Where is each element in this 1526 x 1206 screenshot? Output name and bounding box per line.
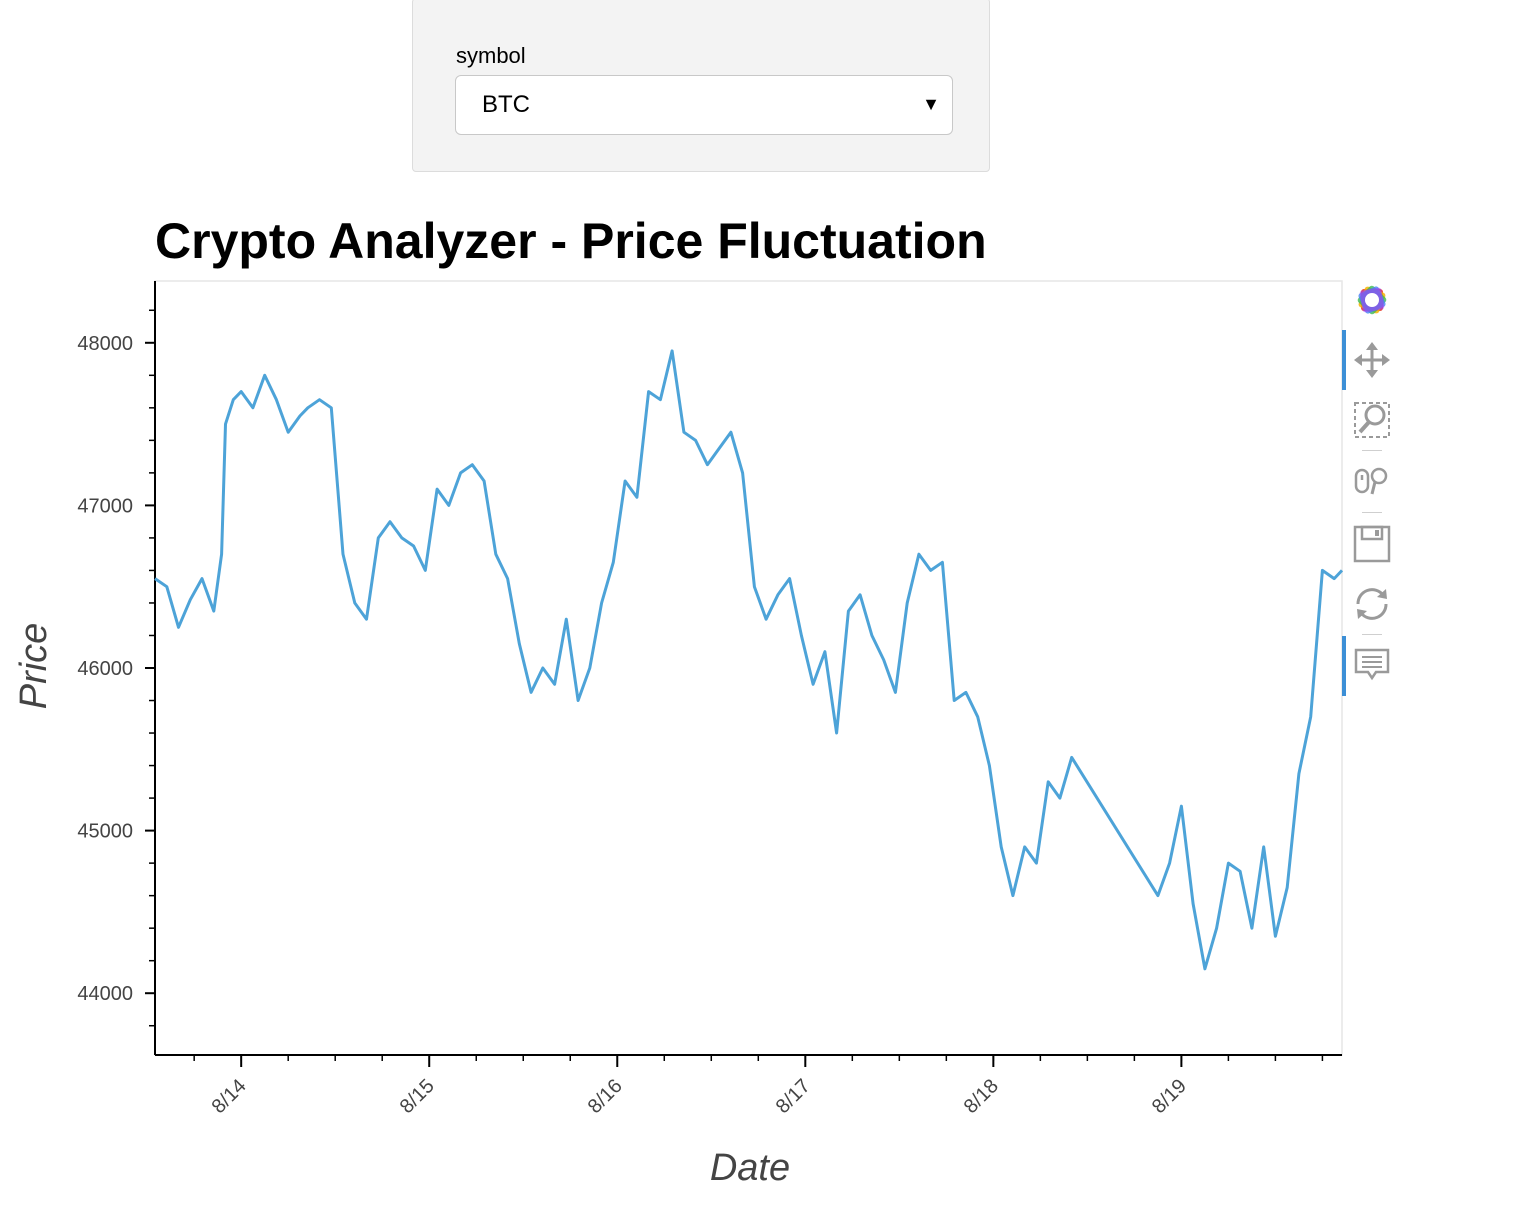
chevron-down-icon: ▼ xyxy=(922,94,940,114)
x-tick-label: 8/16 xyxy=(584,1075,627,1118)
pan-icon[interactable] xyxy=(1352,340,1392,380)
plot-frame xyxy=(154,280,1343,1056)
reset-icon[interactable] xyxy=(1352,584,1392,624)
toolbar-divider xyxy=(1362,634,1382,635)
bokeh-logo-icon[interactable] xyxy=(1352,280,1392,320)
toolbar-divider xyxy=(1362,512,1382,513)
y-tick-label: 47000 xyxy=(77,495,133,517)
toolbar-divider xyxy=(1362,450,1382,451)
symbol-select-value: BTC xyxy=(482,91,530,118)
wheel-zoom-icon[interactable] xyxy=(1352,462,1392,502)
y-tick-label: 44000 xyxy=(77,983,133,1005)
x-tick-label: 8/15 xyxy=(396,1075,439,1118)
hover-icon[interactable] xyxy=(1352,646,1392,686)
save-icon[interactable] xyxy=(1352,524,1392,564)
hover-active-indicator xyxy=(1342,636,1346,696)
symbol-widget: symbol BTC ▼ xyxy=(412,0,990,172)
x-tick-label: 8/19 xyxy=(1148,1075,1191,1118)
x-tick-label: 8/18 xyxy=(960,1075,1003,1118)
y-tick-label: 45000 xyxy=(77,821,133,843)
y-axis-label: Price xyxy=(13,623,55,710)
y-tick-label: 46000 xyxy=(77,658,133,680)
x-tick-label: 8/14 xyxy=(208,1075,251,1118)
symbol-label: symbol xyxy=(456,43,526,68)
x-axis-label: Date xyxy=(710,1147,790,1189)
box-zoom-icon[interactable] xyxy=(1352,400,1392,440)
price-series-line xyxy=(154,349,1344,971)
chart-toolbar xyxy=(1342,278,1402,708)
x-tick-label: 8/17 xyxy=(772,1075,815,1118)
chart-title: Crypto Analyzer - Price Fluctuation xyxy=(155,213,987,269)
symbol-select[interactable]: BTC ▼ xyxy=(455,75,953,135)
y-tick-label: 48000 xyxy=(77,333,133,355)
pan-active-indicator xyxy=(1342,330,1346,390)
